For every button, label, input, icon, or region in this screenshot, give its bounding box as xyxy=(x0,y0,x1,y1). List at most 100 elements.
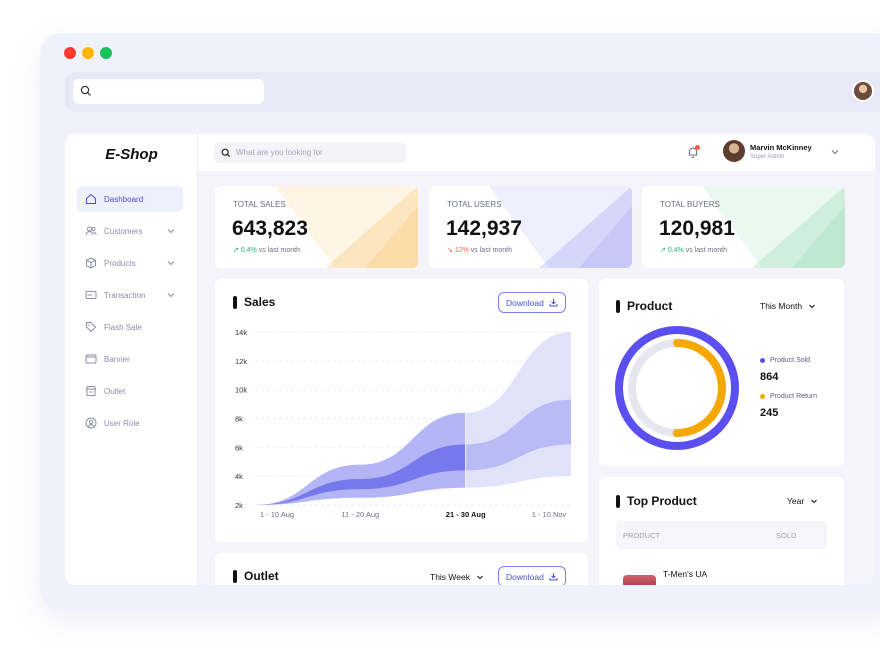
top-product-card-title: Top Product xyxy=(616,494,697,508)
legend-return-label: Product Return xyxy=(770,393,818,400)
outlet-period-dropdown[interactable]: This Week xyxy=(430,572,484,582)
y-tick-label: 8k xyxy=(235,415,243,424)
product-period-dropdown[interactable]: This Month xyxy=(760,301,816,311)
sidebar-item-outlet[interactable]: Outlet xyxy=(77,378,183,404)
column-header-sold: SOLD xyxy=(776,531,797,540)
sidebar-item-dashboard[interactable]: Dashboard xyxy=(77,186,183,212)
sidebar-item-products[interactable]: Products xyxy=(77,250,183,276)
legend-dot-return xyxy=(760,394,765,399)
chevron-down-icon xyxy=(167,229,175,234)
window-maximize-button[interactable] xyxy=(100,47,112,59)
window-close-button[interactable] xyxy=(64,47,76,59)
chevron-down-icon[interactable] xyxy=(830,147,840,157)
sidebar-item-label: Transaction xyxy=(104,290,146,300)
y-tick-label: 14k xyxy=(235,328,247,337)
product-return-value: 245 xyxy=(760,407,779,419)
product-sold-value: 864 xyxy=(760,371,779,383)
sidebar-item-label: Dashboard xyxy=(104,194,144,204)
y-tick-label: 10k xyxy=(235,386,247,395)
stat-decoration xyxy=(489,186,632,268)
product-card: Product This Month Product Sold 864 Prod… xyxy=(599,279,844,466)
sales-title-text: Sales xyxy=(244,295,276,309)
stat-card-total-sales: TOTAL SALES 643,823 ↗ 0.4% vs last month xyxy=(215,186,418,268)
download-label: Download xyxy=(506,297,544,308)
sidebar-item-banner[interactable]: Banner xyxy=(77,346,183,372)
notification-bell-icon[interactable] xyxy=(686,145,700,159)
y-tick-label: 12k xyxy=(235,357,247,366)
column-header-product: PRODUCT xyxy=(623,531,661,540)
search-icon xyxy=(80,85,91,96)
delta-arrow-icon: ↗ xyxy=(660,247,668,254)
sidebar-item-label: Outlet xyxy=(104,386,126,396)
delta-value: 0.4% xyxy=(240,247,257,254)
outlet-download-button[interactable]: Download xyxy=(498,566,566,585)
table-row[interactable]: T-Men's UA xyxy=(623,569,823,585)
product-name: T-Men's UA xyxy=(663,569,708,579)
y-tick-label: 2k xyxy=(235,501,243,510)
legend-dot-sold xyxy=(760,358,765,363)
x-tick-label: 1 - 10 Aug xyxy=(260,510,294,519)
window-minimize-button[interactable] xyxy=(82,47,94,59)
stat-delta: ↗ 0.4% vs last month xyxy=(233,246,300,254)
avatar[interactable] xyxy=(723,140,745,162)
outlet-card-title: Outlet xyxy=(233,569,279,583)
y-tick-label: 6k xyxy=(235,443,243,452)
top-product-period-dropdown[interactable]: Year xyxy=(787,496,818,506)
stat-decoration xyxy=(275,186,418,268)
store-icon xyxy=(85,385,97,397)
chevron-down-icon xyxy=(809,304,815,309)
sidebar-item-user-role[interactable]: User Role xyxy=(77,410,183,436)
highlight-band xyxy=(255,412,466,505)
sales-card-title: Sales xyxy=(233,295,275,309)
chevron-down-icon xyxy=(167,293,175,298)
sidebar-item-transaction[interactable]: Transaction xyxy=(77,282,183,308)
search-input[interactable]: What are you looking for xyxy=(214,142,406,163)
sales-chart: 14k 12k 10k 8k 6k 4k 2k 1 - 10 Aug 11 - 20 Aug 21… xyxy=(235,328,571,519)
browser-bar xyxy=(65,72,880,112)
stat-delta: ↘ 12% vs last month xyxy=(447,246,512,254)
outlet-card: Outlet This Week Download xyxy=(215,553,588,585)
y-tick-label: 4k xyxy=(235,472,243,481)
sidebar-item-flash-sale[interactable]: Flash Sale xyxy=(77,314,183,340)
tag-icon xyxy=(85,321,97,333)
box-icon xyxy=(85,257,97,269)
highlight-inner xyxy=(255,444,466,505)
stat-title: TOTAL BUYERS xyxy=(660,200,720,209)
delta-suffix: vs last month xyxy=(258,247,300,254)
user-name: Marvin McKinney xyxy=(750,143,812,152)
outlet-title-text: Outlet xyxy=(244,569,279,583)
stat-decoration xyxy=(702,186,845,268)
search-placeholder: What are you looking for xyxy=(236,148,323,157)
stat-value: 142,937 xyxy=(446,217,522,240)
title-marker xyxy=(233,295,237,309)
top-product-title-text: Top Product xyxy=(627,494,697,508)
browser-avatar[interactable] xyxy=(852,80,874,102)
users-icon xyxy=(85,225,97,237)
title-marker xyxy=(616,494,620,508)
sales-download-button[interactable]: Download xyxy=(498,292,566,313)
search-icon xyxy=(221,148,231,157)
delta-value: 0.4% xyxy=(667,247,684,254)
title-marker xyxy=(616,299,620,313)
sidebar-item-customers[interactable]: Customers xyxy=(77,218,183,244)
sales-card: Sales Download 14k 12k 10k 8k 6k 4k 2k 1 - 10 A… xyxy=(215,279,588,542)
area-series-inner xyxy=(255,399,571,505)
product-card-title: Product xyxy=(616,299,672,313)
sidebar-item-label: Banner xyxy=(104,354,130,364)
delta-value: 12% xyxy=(454,247,469,254)
product-period-label: This Month xyxy=(760,301,803,311)
download-label: Download xyxy=(506,571,544,582)
brand-logo: E-Shop xyxy=(105,146,158,163)
stat-title: TOTAL SALES xyxy=(233,200,286,209)
legend-product-sold: Product Sold xyxy=(760,357,810,364)
stat-value: 120,981 xyxy=(659,217,735,240)
notification-badge xyxy=(695,145,700,150)
header: What are you looking for Marvin McKinney… xyxy=(198,134,875,171)
stat-title: TOTAL USERS xyxy=(447,200,502,209)
browser-search-input[interactable] xyxy=(73,79,264,104)
sidebar-item-label: Products xyxy=(104,258,136,268)
stat-card-total-users: TOTAL USERS 142,937 ↘ 12% vs last month xyxy=(429,186,632,268)
download-icon xyxy=(549,299,558,307)
chevron-down-icon xyxy=(477,575,483,580)
donut-arc-return xyxy=(628,339,726,437)
